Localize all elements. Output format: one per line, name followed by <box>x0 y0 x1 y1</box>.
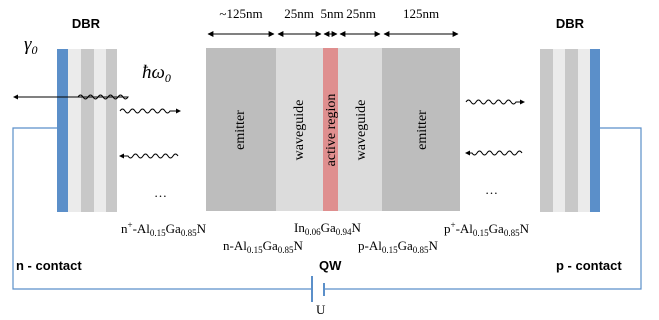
left-dbr <box>57 49 117 212</box>
u-label: U <box>316 302 326 317</box>
photon-left-top-icon <box>119 108 181 114</box>
material-ingan-sub: 0.06 <box>305 227 321 237</box>
material-p-part: Ga <box>398 238 413 253</box>
material-n-plus-part: Ga <box>166 221 181 236</box>
dbr-right-label: DBR <box>556 16 585 31</box>
n-contact-label: n - contact <box>16 258 82 273</box>
material-n-plus: n+-Al0.15Ga0.85N <box>121 220 207 238</box>
dim-label-active: 5nm <box>320 6 343 21</box>
photon-left-bottom-icon <box>119 153 179 159</box>
gamma-symbol: γ <box>24 34 32 55</box>
material-ingan-part: In <box>294 220 305 235</box>
material-p-plus-sub: 0.85 <box>504 228 520 238</box>
gamma-subscript: 0 <box>32 43 38 57</box>
p-contact-label: p - contact <box>556 258 622 273</box>
left-dbr-layer-1 <box>68 49 81 212</box>
right-dbr-blue-layer <box>590 49 600 212</box>
right-dbr-layer-3 <box>565 49 578 212</box>
emitter-left-layer <box>206 48 276 211</box>
material-n-part: n-Al <box>223 238 247 253</box>
wire-left <box>12 127 312 290</box>
material-n-plus-part: N <box>197 221 207 236</box>
material-p-plus-part: p <box>444 221 451 236</box>
emitter-right-layer <box>382 48 460 211</box>
material-n-plus-sup: + <box>128 220 133 230</box>
material-ingan-part: Ga <box>321 220 336 235</box>
waveguide-left-label: waveguide <box>292 100 307 161</box>
dim-label-emitter-right: 125nm <box>403 6 439 21</box>
dim-label-waveguide-right: 25nm <box>346 6 376 21</box>
left-dbr-layer-4 <box>106 49 117 212</box>
material-p-plus-part: N <box>520 221 530 236</box>
dim-label-waveguide-left: 25nm <box>284 6 314 21</box>
dbr-left-label: DBR <box>72 16 101 31</box>
left-dbr-layer-2 <box>81 49 94 212</box>
ellipsis-right: … <box>485 182 498 197</box>
photon-right-top-icon <box>465 99 525 105</box>
waveguide-left-layer <box>276 48 323 211</box>
material-p-part: N <box>429 238 439 253</box>
right-dbr-layer-4 <box>578 49 590 212</box>
right-dbr-layer-1 <box>540 49 553 212</box>
material-n-plus-sub: 0.85 <box>181 228 197 238</box>
material-ingan: In0.06Ga0.94N <box>294 220 362 237</box>
layer-stack <box>206 48 460 211</box>
material-p-plus-sub: 0.15 <box>473 228 489 238</box>
material-n-plus-part: n <box>121 221 128 236</box>
gamma-label: γ0 <box>24 34 38 57</box>
emitter-left-label: emitter <box>233 110 248 150</box>
right-dbr <box>540 49 600 212</box>
active-region-layer <box>323 48 338 211</box>
left-dbr-blue-layer <box>57 49 68 212</box>
circuit-wire <box>12 127 642 302</box>
material-n-part: N <box>294 238 304 253</box>
material-p-part: p-Al <box>358 238 382 253</box>
hbar-omega-symbol: ħω <box>142 62 165 83</box>
hbar-omega-label: ħω0 <box>142 62 171 85</box>
material-p-sub: 0.15 <box>382 245 398 255</box>
left-dbr-layer-3 <box>94 49 106 212</box>
material-p-plus-sup: + <box>451 220 456 230</box>
material-n-plus-sub: 0.15 <box>150 228 166 238</box>
qw-label: QW <box>319 258 342 273</box>
material-p-plus-part: Ga <box>489 221 504 236</box>
material-ingan-part: N <box>352 220 362 235</box>
wire-right <box>324 127 642 290</box>
material-n-part: Ga <box>263 238 278 253</box>
hbar-omega-subscript: 0 <box>165 71 171 85</box>
dim-label-emitter-left: ~125nm <box>219 6 262 21</box>
emitter-right-label: emitter <box>415 110 430 150</box>
photon-left-escape-icon <box>13 94 129 100</box>
material-n: n-Al0.15Ga0.85N <box>223 238 304 255</box>
material-p-sub: 0.85 <box>413 245 429 255</box>
ellipsis-left: … <box>154 185 167 200</box>
material-ingan-sub: 0.94 <box>336 227 352 237</box>
photon-right-bottom-icon <box>465 150 523 156</box>
right-dbr-layer-2 <box>553 49 565 212</box>
material-n-sub: 0.85 <box>278 245 294 255</box>
waveguide-right-layer <box>338 48 382 211</box>
photon-arrows <box>13 94 525 159</box>
material-p-plus: p+-Al0.15Ga0.85N <box>444 220 530 238</box>
active-region-label: active region <box>324 94 339 167</box>
material-n-sub: 0.15 <box>247 245 263 255</box>
waveguide-right-label: waveguide <box>354 100 369 161</box>
material-n-plus-part: -Al <box>133 221 151 236</box>
material-p: p-Al0.15Ga0.85N <box>358 238 439 255</box>
material-p-plus-part: -Al <box>456 221 474 236</box>
